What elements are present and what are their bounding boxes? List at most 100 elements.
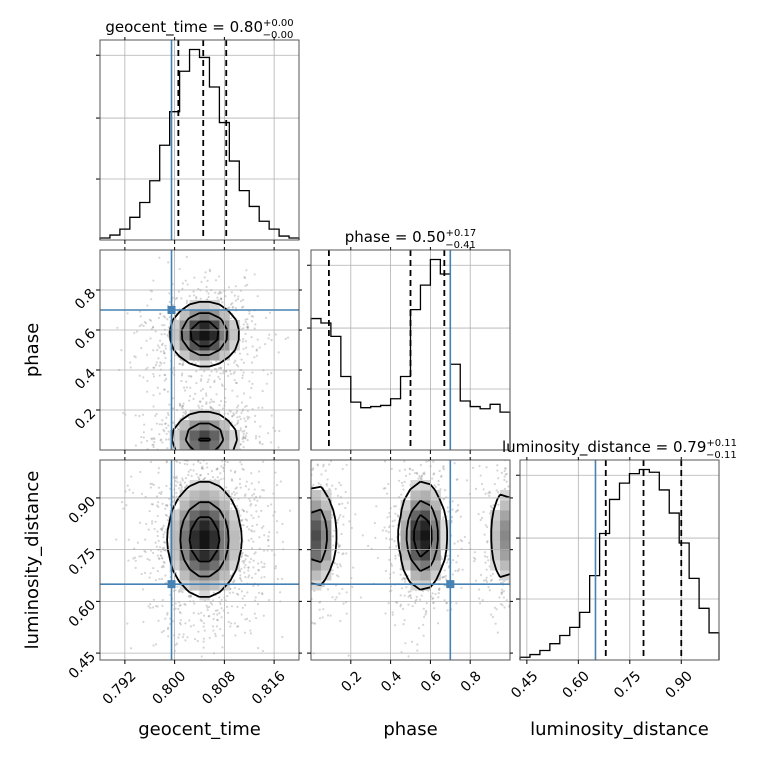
scatter-point [207,295,210,299]
scatter-point [185,299,189,303]
scatter-point [230,479,234,482]
scatter-point [337,551,340,554]
scatter-point [342,523,345,526]
scatter-point [400,481,404,484]
scatter-point [178,604,181,607]
density-cell [199,440,210,450]
scatter-point [155,545,159,548]
scatter-point [219,399,223,403]
density-cell [189,530,200,541]
title-sub: −0.41 [445,240,476,251]
scatter-point [338,503,341,506]
density-cell [179,580,191,591]
scatter-point [383,526,386,529]
scatter-point [235,486,238,489]
scatter-point [150,437,153,440]
scatter-point [233,294,237,297]
scatter-point [253,327,256,330]
scatter-point [174,297,177,300]
scatter-point [240,556,243,559]
scatter-point [403,468,407,471]
scatter-point [260,592,264,595]
scatter-point [127,538,130,541]
scatter-point [259,495,262,498]
scatter-point [214,291,217,294]
scatter-point [484,561,487,564]
scatter-point [252,540,255,543]
scatter-point [210,469,214,473]
scatter-point [140,347,143,350]
title-main: phase = 0.50 [345,228,446,246]
scatter-point [202,614,206,617]
scatter-point [268,333,271,336]
scatter-point [247,539,250,542]
scatter-point [164,574,167,577]
scatter-point [457,504,460,507]
scatter-point [250,320,254,323]
scatter-point [483,555,487,558]
scatter-point [240,463,243,466]
scatter-point [248,380,251,383]
scatter-point [235,409,239,413]
scatter-point [397,553,400,556]
scatter-point [242,371,245,374]
scatter-point [158,346,161,349]
density-cell [229,320,240,331]
scatter-point [165,426,168,430]
scatter-point [240,306,244,309]
scatter-point [247,528,251,531]
density-cell [420,570,431,581]
scatter-point [488,490,491,493]
y-tick-label-luminosity_distance: 0.60 [66,597,99,630]
scatter-point [233,424,237,427]
scatter-point [202,637,205,640]
scatter-point [456,509,459,512]
scatter-point [407,603,410,606]
scatter-point [253,552,256,555]
scatter-point [241,508,244,511]
scatter-point [236,416,239,419]
scatter-point [236,421,240,424]
scatter-point [232,372,235,375]
scatter-point [401,484,405,487]
scatter-point [158,339,162,342]
scatter-point [388,525,391,529]
scatter-point [394,557,397,560]
scatter-point [159,361,162,364]
scatter-point [501,591,504,594]
scatter-point [496,464,499,467]
scatter-point [491,506,494,509]
scatter-point [434,592,437,596]
density-cell [189,540,200,551]
scatter-point [430,595,433,598]
scatter-point [442,466,445,469]
scatter-point [189,594,192,597]
scatter-point [432,473,435,476]
scatter-point [158,577,161,581]
density-cell [430,540,441,551]
title-sup: +0.00 [263,18,294,29]
scatter-point [166,627,170,631]
scatter-point [161,547,164,550]
scatter-point [336,563,339,566]
scatter-point [159,554,162,557]
scatter-point [203,370,206,373]
scatter-point [414,601,417,605]
panel-inner [116,255,290,450]
x-axis-label-luminosity_distance: luminosity_distance [530,719,709,740]
scatter-point [339,514,342,517]
scatter-point [179,603,182,606]
density-cell [179,570,191,581]
x-tick-label-phase: 0.6 [418,668,445,695]
scatter-point [396,514,400,517]
scatter-point [390,538,394,541]
scatter-point [185,301,188,305]
scatter-point [160,333,163,336]
scatter-point [286,336,290,339]
scatter-point [155,361,158,364]
scatter-point [211,599,215,602]
scatter-point [403,480,406,483]
scatter-point [350,526,353,530]
histogram-step-geocent_time [99,48,300,240]
scatter-point [352,566,355,569]
